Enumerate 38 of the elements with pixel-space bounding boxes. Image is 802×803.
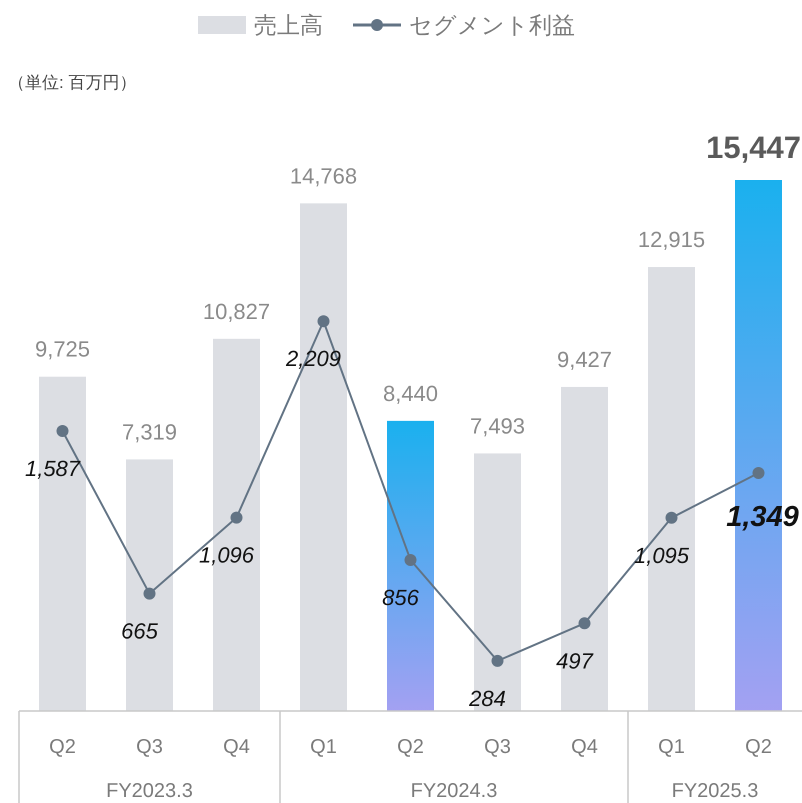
data-label: 665: [121, 618, 159, 644]
x-tick-label: Q2: [49, 736, 76, 758]
data-label: 7,319: [122, 419, 178, 444]
x-tick-label: Q3: [484, 736, 511, 758]
data-label: 1,587: [24, 456, 81, 481]
text: FY2025.3: [672, 780, 758, 802]
data-label: 8,440: [382, 380, 438, 406]
x-tick-label: Q3: [136, 736, 163, 758]
legend-label: 売上高: [254, 12, 323, 38]
text: FY2023.3: [106, 780, 193, 802]
legend-label: セグメント利益: [409, 12, 575, 38]
point: [492, 654, 504, 667]
data-label: 7,493: [470, 413, 526, 438]
data-label: 497: [556, 648, 594, 674]
x-tick-label: Q2: [397, 736, 424, 758]
point: [666, 512, 678, 524]
x-tick-label: Q4: [223, 736, 250, 758]
point: [144, 588, 156, 600]
point: [578, 617, 590, 630]
data-label: 1,096: [198, 542, 255, 568]
x-tick-label: Q4: [571, 736, 598, 758]
data-label: 9,725: [34, 336, 90, 362]
point: [404, 554, 416, 566]
text: FY2024.3: [410, 780, 498, 802]
text: （単位: 百万円）: [8, 73, 136, 92]
data-label: 284: [468, 686, 506, 711]
point: [318, 315, 330, 328]
data-label: 15,447: [706, 130, 801, 165]
data-label: 9,427: [556, 346, 612, 372]
point: [752, 466, 764, 479]
data-label: 12,915: [638, 227, 706, 252]
point: [230, 512, 242, 524]
point: [56, 424, 68, 437]
data-label: 14,768: [290, 163, 358, 188]
x-tick-label: Q1: [658, 736, 685, 758]
x-tick-label: Q2: [745, 736, 772, 758]
data-label: 10,827: [202, 298, 270, 324]
x-tick-label: Q1: [310, 736, 337, 758]
